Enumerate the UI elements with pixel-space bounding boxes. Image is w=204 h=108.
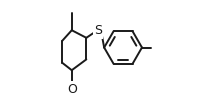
Text: S: S: [94, 24, 102, 37]
Text: O: O: [67, 83, 77, 96]
